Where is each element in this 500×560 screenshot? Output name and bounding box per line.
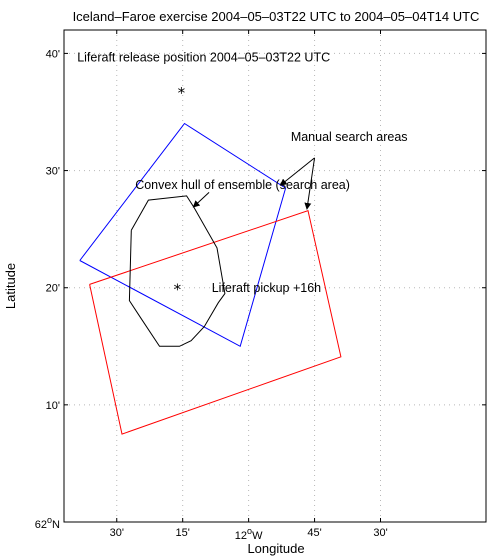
plot-series: ** (79, 84, 342, 435)
annotation-arrow (192, 191, 210, 208)
x-tick-label: 45' (307, 527, 321, 539)
y-tick-label: 62oN (35, 515, 60, 531)
y-axis-label: Latitude (3, 263, 18, 309)
chart-title: Iceland–Faroe exercise 2004–05–03T22 UTC… (73, 9, 480, 24)
grid (64, 30, 486, 522)
polygon-series-1 (89, 209, 342, 435)
axis-ticks: 30' 15' 12oW 45' 30' 62oN 10' 20' 30' 40' (35, 30, 486, 542)
annotation-text: Manual search areas (291, 130, 408, 144)
polygon-series-2 (128, 195, 226, 347)
annotation-arrow (279, 157, 315, 186)
star-marker: * (178, 84, 186, 102)
polygon-series-0 (79, 122, 287, 348)
x-axis-label: Longitude (247, 541, 304, 556)
x-tick-label: 30' (373, 527, 387, 539)
annotations: Liferaft release position 2004–05–03T22 … (77, 51, 407, 296)
annotation-text: Liferaft release position 2004–05–03T22 … (77, 51, 330, 65)
annotation-arrow (304, 157, 316, 210)
annotation-text: Convex hull of ensemble (search area) (135, 178, 350, 192)
x-tick-label: 30' (110, 527, 124, 539)
star-marker: * (174, 281, 182, 299)
annotation-text: Liferaft pickup +16h (212, 281, 321, 295)
y-tick-label: 10' (46, 400, 60, 412)
y-tick-label: 30' (46, 166, 60, 178)
x-tick-label: 12oW (235, 526, 263, 542)
y-tick-label: 40' (46, 48, 60, 60)
plot-frame (63, 29, 487, 523)
y-tick-label: 20' (46, 283, 60, 295)
x-tick-label: 15' (176, 527, 190, 539)
